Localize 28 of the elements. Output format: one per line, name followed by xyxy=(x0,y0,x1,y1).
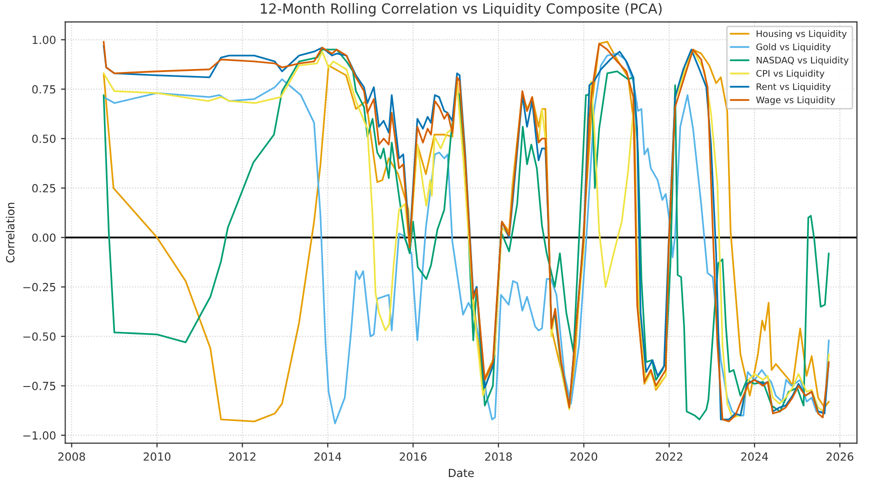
x-tick-label: 2026 xyxy=(826,452,854,461)
y-axis-title: Correlation xyxy=(6,202,14,263)
legend-label: Wage vs Liquidity xyxy=(756,96,836,106)
x-tick-label: 2022 xyxy=(656,452,682,461)
x-axis-title: Date xyxy=(448,468,474,478)
y-tick-label: 1.00 xyxy=(32,36,56,44)
legend-label: NASDAQ vs Liquidity xyxy=(756,56,849,66)
x-tick-label: 2016 xyxy=(400,452,427,461)
x-tick-label: 2008 xyxy=(58,452,86,461)
x-tick-label: 2018 xyxy=(485,452,512,461)
x-tick-label: 2010 xyxy=(144,452,170,461)
y-tick-label: 0.50 xyxy=(32,134,56,143)
y-tick-label: 0.00 xyxy=(32,233,56,242)
legend-label: CPI vs Liquidity xyxy=(756,70,824,79)
x-tick-label: 2012 xyxy=(229,452,256,461)
legend-label: Gold vs Liquidity xyxy=(756,43,831,52)
y-tick-label: 0.75 xyxy=(32,85,56,94)
chart-title: 12-Month Rolling Correlation vs Liquidity Composite (PCA) xyxy=(260,3,662,16)
legend-label: Rent vs Liquidity xyxy=(756,83,831,92)
x-tick-label: 2024 xyxy=(741,452,768,461)
x-tick-label: 2014 xyxy=(314,452,342,461)
y-tick-label: −1.00 xyxy=(23,431,56,440)
legend-label: Housing vs Liquidity xyxy=(756,30,847,39)
y-tick-label: −0.25 xyxy=(23,282,56,292)
y-tick-label: −0.50 xyxy=(23,332,56,341)
x-tick-label: 2020 xyxy=(570,452,598,461)
y-tick-label: 0.25 xyxy=(32,184,56,192)
y-tick-label: −0.75 xyxy=(23,382,56,390)
